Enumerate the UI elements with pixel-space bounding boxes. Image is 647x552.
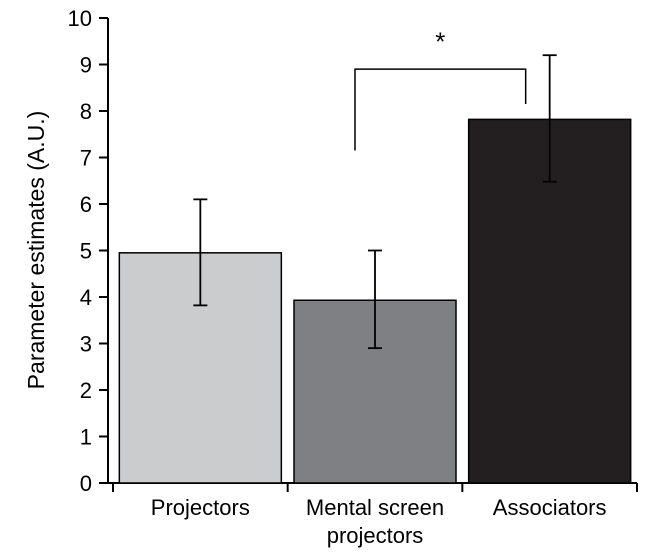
x-category-label: Associators — [493, 495, 607, 520]
x-category-label: projectors — [327, 523, 424, 548]
y-tick-label: 10 — [68, 6, 92, 31]
y-tick-label: 1 — [80, 425, 92, 450]
x-axis: Projectors Mental screen projectors Associa… — [108, 483, 637, 548]
y-axis: 0 1 2 3 4 5 6 7 8 9 10 — [68, 6, 108, 496]
y-tick-label: 5 — [80, 239, 92, 264]
y-tick-label: 7 — [80, 146, 92, 171]
significance-label: * — [435, 27, 445, 57]
y-tick-label: 8 — [80, 99, 92, 124]
y-axis-title: Parameter estimates (A.U.) — [23, 111, 49, 390]
x-category-label: Projectors — [151, 495, 250, 520]
x-category-label: Mental screen — [306, 495, 444, 520]
y-tick-label: 3 — [80, 332, 92, 357]
y-tick-label: 2 — [80, 378, 92, 403]
y-tick-label: 9 — [80, 53, 92, 78]
y-tick-label: 6 — [80, 192, 92, 217]
y-tick-label: 0 — [80, 471, 92, 496]
y-tick-label: 4 — [80, 285, 92, 310]
